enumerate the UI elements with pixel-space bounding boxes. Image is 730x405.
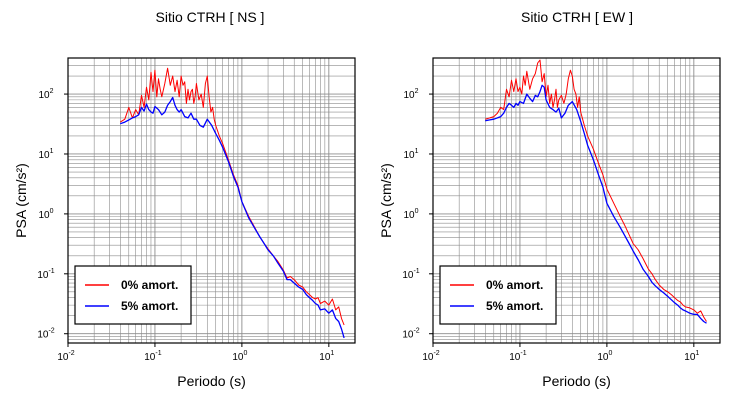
x-tick-exponent: -2 — [433, 350, 439, 357]
x-tick-label: 10-1 — [509, 350, 526, 363]
series-line-0pct — [485, 59, 707, 322]
x-tick-exponent: 0 — [243, 350, 247, 357]
y-tick-label: 10-2 — [402, 328, 419, 341]
chart-title: Sitio CTRH [ EW ] — [521, 9, 633, 25]
x-tick-label: 100 — [597, 350, 612, 363]
y-tick-label: 10-2 — [37, 328, 54, 341]
y-axis-label: PSA (cm/s²) — [378, 163, 394, 238]
y-tick-exponent: -1 — [48, 268, 54, 275]
y-tick-label: 10-1 — [402, 268, 419, 281]
x-tick-exponent: 1 — [330, 350, 334, 357]
grid — [433, 58, 720, 343]
x-tick-labels: 10-2 10-1 100 101 — [57, 343, 334, 363]
legend-box — [439, 265, 557, 325]
y-tick-exponent: -2 — [48, 328, 54, 335]
y-tick-exponent: 1 — [50, 148, 54, 155]
x-axis-label: Periodo (s) — [542, 373, 610, 389]
y-tick-exponent: 2 — [415, 88, 419, 95]
y-axis-label: PSA (cm/s²) — [13, 163, 29, 238]
x-tick-exponent: 0 — [608, 350, 612, 357]
y-tick-label: 100 — [38, 208, 53, 221]
y-tick-label: 102 — [403, 88, 418, 101]
y-tick-exponent: 0 — [50, 208, 54, 215]
plot-frame — [432, 57, 721, 344]
x-tick-label: 100 — [232, 350, 247, 363]
legend-box — [74, 265, 192, 325]
x-tick-label: 10-2 — [422, 350, 439, 363]
y-tick-exponent: 1 — [415, 148, 419, 155]
series-line-0pct — [120, 67, 345, 326]
y-tick-exponent: 2 — [50, 88, 54, 95]
y-tick-label: 100 — [403, 208, 418, 221]
legend: 0% amort. 5% amort. — [74, 265, 192, 325]
y-tick-label: 10-1 — [37, 268, 54, 281]
legend-label: 5% amort. — [121, 299, 178, 313]
plot-frame — [67, 57, 356, 344]
x-tick-label: 101 — [684, 350, 699, 363]
x-tick-label: 101 — [319, 350, 334, 363]
series-line-5pct — [485, 84, 707, 324]
x-tick-exponent: -1 — [520, 350, 526, 357]
y-tick-label: 101 — [38, 148, 53, 161]
x-tick-label: 10-1 — [144, 350, 161, 363]
x-axis-label: Periodo (s) — [177, 373, 245, 389]
y-tick-label: 102 — [38, 88, 53, 101]
y-tick-label: 101 — [403, 148, 418, 161]
legend-label: 0% amort. — [121, 278, 178, 292]
x-tick-exponent: 1 — [695, 350, 699, 357]
legend-label: 5% amort. — [486, 299, 543, 313]
series-line-5pct — [120, 96, 345, 339]
x-tick-labels: 10-2 10-1 100 101 — [422, 343, 699, 363]
chart-title: Sitio CTRH [ NS ] — [156, 9, 265, 25]
y-tick-exponent: -1 — [413, 268, 419, 275]
x-tick-label: 10-2 — [57, 350, 74, 363]
x-tick-exponent: -1 — [155, 350, 161, 357]
y-tick-exponent: 0 — [415, 208, 419, 215]
y-tick-exponent: -2 — [413, 328, 419, 335]
legend: 0% amort. 5% amort. — [439, 265, 557, 325]
x-tick-exponent: -2 — [68, 350, 74, 357]
legend-label: 0% amort. — [486, 278, 543, 292]
